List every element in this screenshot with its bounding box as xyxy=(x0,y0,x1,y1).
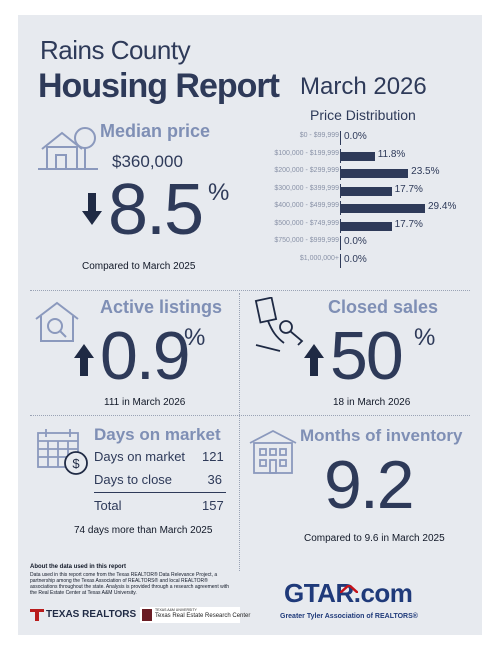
median-price-value: $360,000 xyxy=(112,152,183,171)
price-bar-value: 11.8% xyxy=(377,148,406,160)
house-tree-icon xyxy=(38,123,98,173)
report-title: Housing Report xyxy=(38,67,280,105)
total-label: Total xyxy=(94,498,122,513)
dom-row-value: 121 xyxy=(202,449,224,464)
about-text: Data used in this report come from the T… xyxy=(30,572,230,596)
price-distribution-chart: $0 - $99,999 0.0% $100,000 - $199,999 11.8%… xyxy=(271,131,471,271)
arrow-down-icon xyxy=(82,193,102,230)
active-listings-change: 0.9 % xyxy=(72,318,232,398)
price-bar-category: $1,000,000+ xyxy=(299,254,339,262)
median-price-pct: % xyxy=(208,179,230,206)
days-on-market-note: 74 days more than March 2025 xyxy=(74,525,213,536)
price-bar xyxy=(341,186,392,196)
active-listings-change-value: 0.9 xyxy=(100,318,191,394)
price-bar-row: $0 - $99,999 0.0% xyxy=(271,131,471,145)
median-price-label: Median price xyxy=(100,121,211,141)
median-price-change: 8.5 % xyxy=(80,170,230,255)
price-bar xyxy=(341,204,425,213)
arrow-up-icon xyxy=(304,344,324,381)
months-of-inventory-note: Compared to 9.6 in March 2025 xyxy=(304,533,445,544)
price-bar-axis xyxy=(340,148,341,163)
price-bar-axis xyxy=(340,218,341,233)
price-bar-category: $500,000 - $749,999 xyxy=(274,219,339,227)
dtc-row-label: Days to close xyxy=(94,472,173,487)
price-bar-row: $400,000 - $499,999 29.4% xyxy=(271,201,471,215)
texas-realtors-text: TEXAS REALTORS xyxy=(46,609,137,620)
median-price-change-value: 8.5 xyxy=(108,170,204,250)
gtar-logo: GTAR.com xyxy=(284,578,434,616)
price-bar-axis xyxy=(340,253,341,268)
price-bar-row: $500,000 - $749,999 17.7% xyxy=(271,218,471,233)
days-on-market-label: Days on market xyxy=(94,425,221,444)
arrow-up-icon xyxy=(74,344,94,381)
about-title: About the data used in this report xyxy=(30,564,127,570)
calendar-dollar-icon: $ xyxy=(36,427,92,477)
price-bar-row: $300,000 - $399,999 17.7% xyxy=(271,183,471,198)
price-bar-axis xyxy=(340,131,341,145)
price-bar-axis xyxy=(340,183,341,198)
active-listings-note: 111 in March 2026 xyxy=(104,397,186,408)
price-bar-value: 0.0% xyxy=(344,236,367,247)
price-bar-row: $1,000,000+ 0.0% xyxy=(271,253,471,268)
tamu-center-text: Texas Real Estate Research Center xyxy=(155,613,251,619)
tamu-logo: TEXAS A&M UNIVERSITY Texas Real Estate R… xyxy=(140,607,250,623)
house-magnifier-icon xyxy=(34,299,80,345)
texas-realtors-logo: TEXAS REALTORS xyxy=(30,608,140,622)
price-bar-value: 29.4% xyxy=(428,201,457,212)
price-bar-category: $200,000 - $299,999 xyxy=(274,167,339,174)
total-value: 157 xyxy=(202,498,224,513)
price-bar-row: $750,000 - $999,999 0.0% xyxy=(271,236,471,250)
price-distribution-title: Price Distribution xyxy=(310,107,416,123)
price-bar xyxy=(341,151,375,161)
divider-vertical xyxy=(239,293,240,571)
building-icon xyxy=(248,429,298,475)
total-divider xyxy=(94,492,226,493)
closed-sales-label: Closed sales xyxy=(328,297,439,317)
months-of-inventory-value: 9.2 xyxy=(324,447,415,523)
active-listings-label: Active listings xyxy=(100,297,223,317)
report-month: March 2026 xyxy=(300,73,427,100)
price-bar-value: 0.0% xyxy=(344,253,367,265)
divider-middle xyxy=(30,415,470,416)
hand-key-icon xyxy=(254,297,310,353)
price-bar-value: 17.7% xyxy=(394,218,423,230)
dtc-row-value: 36 xyxy=(207,472,222,487)
county-name: Rains County xyxy=(40,35,191,65)
closed-sales-change: 50 % xyxy=(302,318,462,398)
tamu-small-text: TEXAS A&M UNIVERSITY xyxy=(155,608,197,612)
price-bar-category: $100,000 - $199,999 xyxy=(274,149,339,157)
price-bar xyxy=(341,169,409,178)
svg-text:$: $ xyxy=(72,456,80,471)
price-bar-axis xyxy=(340,166,341,180)
price-bar-row: $100,000 - $199,999 11.8% xyxy=(271,148,471,163)
divider-top xyxy=(30,290,470,291)
closed-sales-note: 18 in March 2026 xyxy=(333,397,411,408)
price-bar-category: $300,000 - $399,999 xyxy=(274,184,339,192)
closed-sales-change-value: 50 xyxy=(330,318,404,394)
gtar-logo-text: GTAR.com xyxy=(284,578,413,608)
price-bar-axis xyxy=(340,201,341,215)
months-of-inventory-label: Months of inventory xyxy=(300,426,463,445)
dom-row-label: Days on market xyxy=(94,449,186,464)
gtar-tagline: Greater Tyler Association of REALTORS® xyxy=(280,613,418,620)
tamu-badge-icon xyxy=(142,609,152,621)
price-bar-value: 0.0% xyxy=(344,131,367,142)
price-bar-axis xyxy=(340,236,341,250)
price-bar-category: $750,000 - $999,999 xyxy=(274,237,339,244)
price-bar-category: $0 - $99,999 xyxy=(299,132,339,139)
price-bar xyxy=(341,221,392,231)
report-page: Rains County Housing Report March 2026 P… xyxy=(18,15,482,635)
price-bar-value: 17.7% xyxy=(394,183,423,195)
median-price-note: Compared to March 2025 xyxy=(82,261,196,272)
closed-sales-pct: % xyxy=(414,324,436,351)
price-bar-category: $400,000 - $499,999 xyxy=(274,202,339,209)
price-bar-value: 23.5% xyxy=(411,166,440,177)
roof-icon xyxy=(339,580,359,598)
price-bar-row: $200,000 - $299,999 23.5% xyxy=(271,166,471,180)
active-listings-pct: % xyxy=(184,324,206,351)
